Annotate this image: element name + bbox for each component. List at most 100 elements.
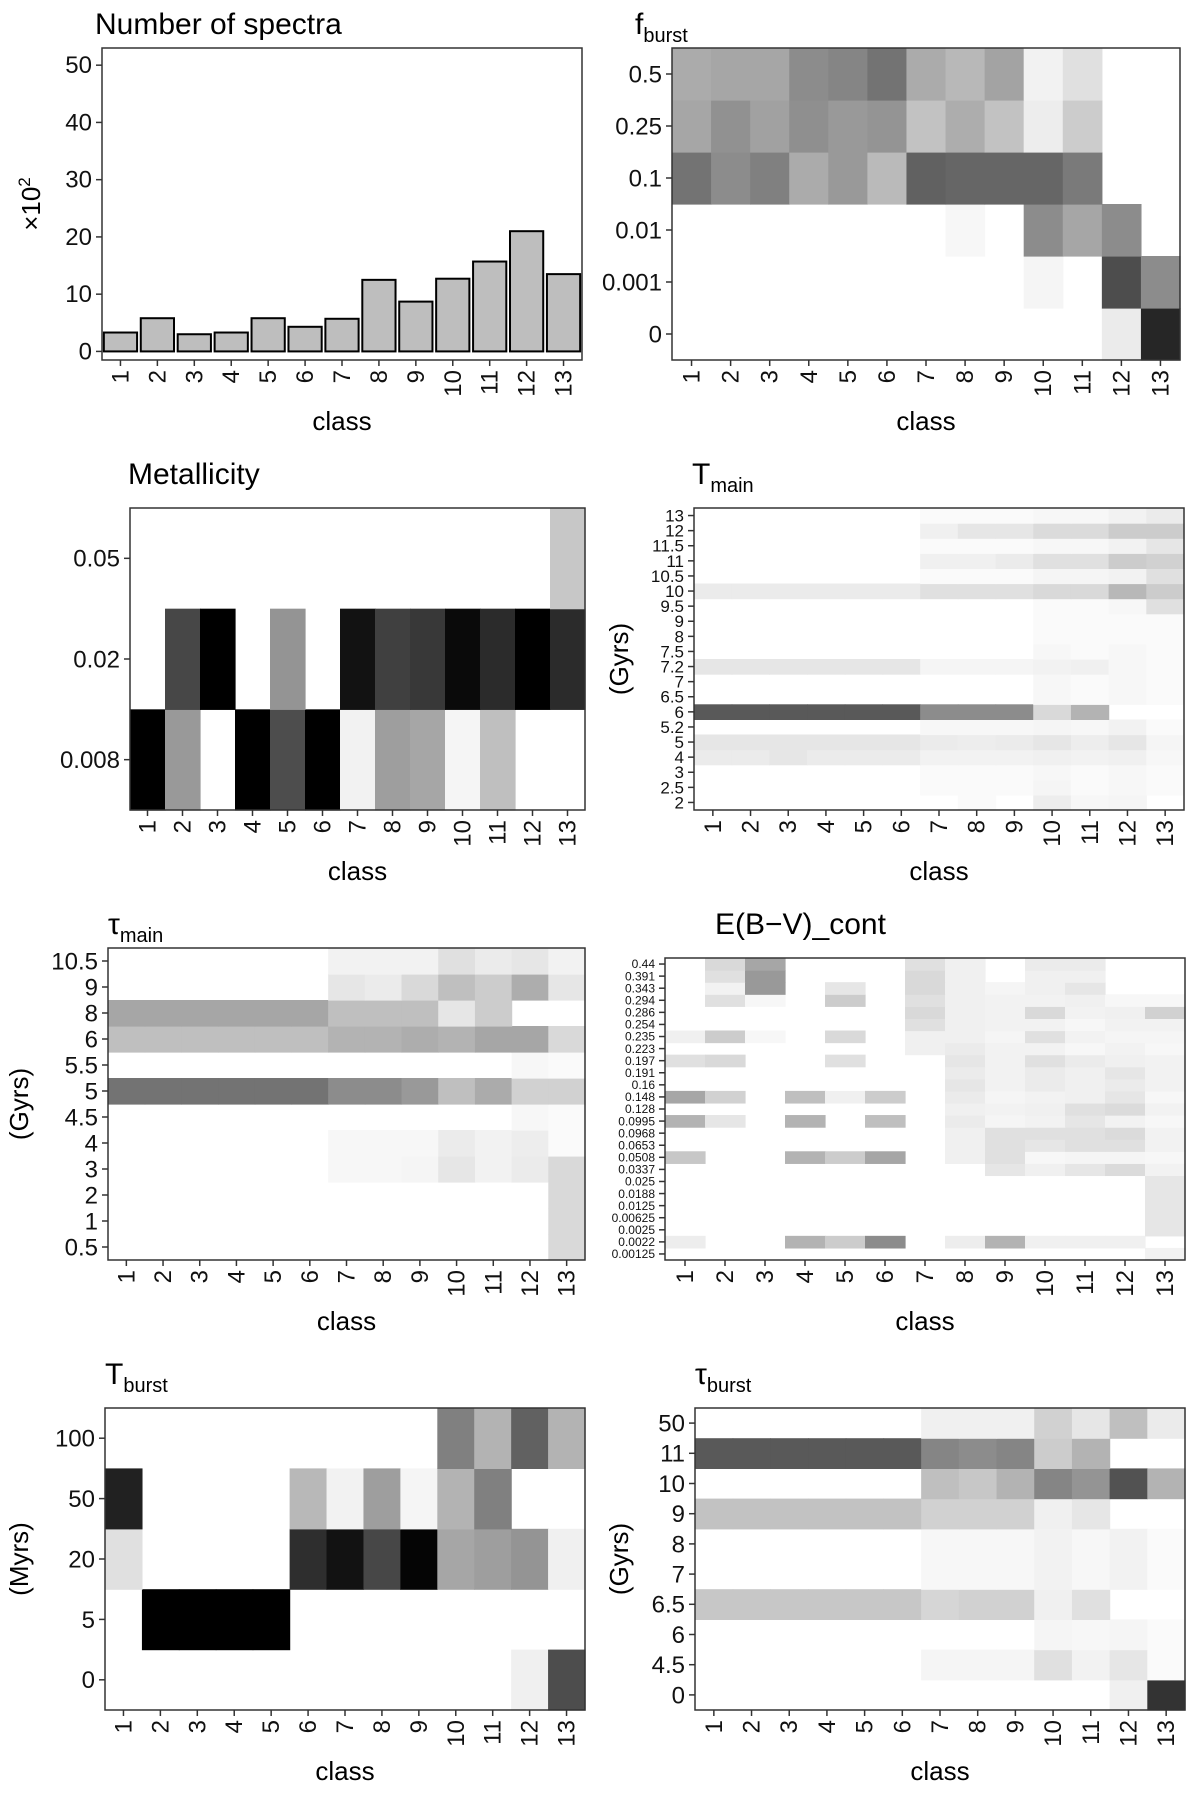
heat-cell-0.0022-class-10 [1025,1235,1066,1249]
heat-cell-5.2-class-7 [920,719,959,736]
y-tick-label: 4.5 [652,1652,685,1679]
heat-cell-0.1-class-7 [906,152,947,205]
heat-cell-0.008-class-8 [375,709,411,811]
heat-cell-7.5-class-12 [1108,643,1147,660]
heat-cell-11-class-3 [770,1438,809,1469]
heat-cell-10.5-class-13 [1146,568,1185,585]
heat-cell-0.235-class-1 [665,1030,706,1044]
heat-cell-10.5-class-13 [548,948,586,975]
heat-cell-0.235-class-8 [945,1030,986,1044]
heat-cell-3-class-10 [1033,764,1072,781]
x-tick-label: 11 [480,1720,507,1745]
y-tick-label: 0.00125 [612,1247,656,1261]
heat-cell-9-class-8 [364,974,403,1001]
y-tick-label: 50 [65,52,92,79]
heat-cell-0.294-class-12 [1105,994,1146,1007]
x-tick-label: 3 [752,1270,779,1283]
heat-cell-6.5-class-8 [958,1589,998,1620]
chart-tmain: Tmain22.53455.266.577.27.5899.51010.5111… [604,458,1185,886]
bar-class-13 [545,273,582,353]
heat-cell-4-class-12 [511,1130,549,1157]
y-tick-label: 10.5 [51,948,98,975]
heat-cell-0.148-class-4 [785,1090,826,1104]
heat-cell-20-class-8 [363,1528,401,1590]
heat-cell-0.286-class-7 [905,1006,946,1019]
x-tick-label: 1 [679,370,706,383]
heat-cell-0.25-class-8 [945,100,986,153]
x-tick-label: 7 [334,1270,361,1283]
x-tick-label: 8 [965,1720,992,1733]
heat-cell-0.0508-class-10 [1025,1151,1066,1164]
heat-cell-0.235-class-7 [905,1030,946,1044]
heat-cell-0.294-class-11 [1065,994,1106,1007]
x-tick-label: 13 [554,1720,581,1747]
heat-cell-6.5-class-3 [770,1589,809,1620]
heat-cell-5-class-4 [215,1589,254,1651]
x-tick-label: 7 [926,820,953,833]
heat-cell-0.0125-class-13 [1145,1199,1186,1213]
heat-cell-6.5-class-10 [1034,1589,1073,1620]
heat-cell-0.16-class-13 [1145,1078,1186,1092]
x-axis-label: class [909,856,968,886]
y-tick-label: 0.235 [625,1030,655,1044]
x-tick-label: 8 [380,820,407,833]
x-axis-label: class [312,406,371,436]
heat-cell-0.5-class-3 [750,48,790,101]
y-tick-label: 5 [82,1607,95,1634]
heat-cell-7.2-class-7 [920,659,959,675]
heat-cell-5-class-12 [1108,734,1147,751]
heat-cell-4.5-class-11 [1071,1649,1111,1681]
heat-cell-0.16-class-8 [945,1078,986,1092]
heat-cell-13-class-10 [1033,508,1072,524]
y-tick-label: 0.0025 [618,1223,655,1237]
heat-cell-6.5-class-5 [845,1589,885,1620]
heat-cell-0.5-class-13 [548,1234,586,1261]
heat-cell-6-class-11 [474,1026,513,1053]
heat-cell-0.0508-class-13 [1145,1151,1186,1164]
heat-cell-0.191-class-10 [1025,1066,1066,1080]
heat-cell-5.5-class-12 [511,1052,549,1079]
y-tick-label: 6 [675,703,684,722]
heat-cell-0.0508-class-6 [865,1151,906,1164]
heat-cell-0.1-class-8 [945,152,986,205]
heat-cell-0.1-class-5 [828,152,868,205]
heat-cell-0.235-class-13 [1145,1030,1186,1044]
heat-cell-10-class-4 [807,583,846,600]
x-axis-label: class [315,1756,374,1786]
heat-cell-0.286-class-12 [1105,1006,1146,1019]
y-tick-label: 0.02 [73,646,120,673]
y-tick-label: 0 [649,321,662,348]
y-tick-label: 0.391 [625,969,655,983]
x-tick-label: 2 [739,1720,766,1733]
x-tick-label: 5 [258,1720,285,1733]
heat-cell-0.391-class-10 [1025,970,1066,983]
heat-cell-50-class-13 [1147,1408,1186,1439]
panel-title-main: T [692,458,710,491]
y-tick-label: 11 [666,552,684,571]
heat-cell-10.5-class-8 [957,568,997,585]
y-tick-label: 50 [68,1486,95,1513]
heat-cell-10-class-9 [995,583,1034,600]
x-tick-label: 9 [407,1270,434,1283]
y-tick-label: 0.5 [629,61,662,88]
heat-cell-11-class-12 [1108,553,1147,569]
heat-cell-0.223-class-10 [1025,1042,1066,1056]
heat-cell-9-class-4 [808,1498,847,1530]
heat-cell-0.0337-class-12 [1105,1163,1146,1177]
heat-cell-4-class-12 [1108,749,1147,766]
heat-cell-100-class-11 [474,1408,512,1469]
heat-cell-0.0508-class-8 [945,1151,986,1164]
heat-cell-0.148-class-12 [1105,1090,1146,1104]
heat-cell-5.2-class-12 [1108,719,1147,736]
heat-cell-6.5-class-9 [996,1589,1035,1620]
heat-cell-5-class-11 [474,1078,513,1105]
y-tick-label: 7 [672,1562,685,1589]
heat-cell-0.294-class-8 [945,994,986,1007]
heat-cell-0.001-class-10 [1023,256,1064,309]
heat-cell-10-class-2 [731,583,770,600]
heat-cell-6-class-6 [882,704,921,720]
heat-cell-5-class-3 [769,734,808,751]
panel-title: E(B−V)_cont [715,908,887,941]
heat-cell-0.008-class-4 [235,709,271,811]
